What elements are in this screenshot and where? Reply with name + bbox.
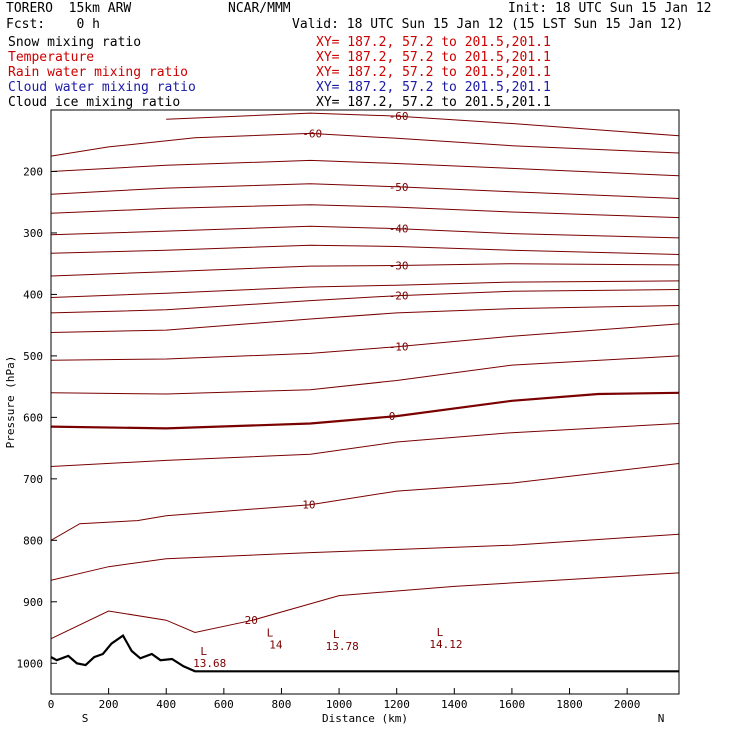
- terrain-line: [50, 634, 679, 673]
- contour-line-14: [51, 423, 679, 467]
- x-tick-label-3: 600: [214, 698, 234, 711]
- contour-line-4: [51, 204, 679, 219]
- contour-label-13: 0: [389, 410, 396, 423]
- field-cloud-water: Cloud water mixing ratio: [8, 80, 196, 95]
- init-time: Init: 18 UTC Sun 15 Jan 12: [508, 1, 712, 16]
- field-snow-xy: XY= 187.2, 57.2 to 201.5,201.1: [316, 35, 551, 50]
- endpoint-north: N: [658, 712, 665, 725]
- contour-label-9: -20: [389, 290, 409, 303]
- y-tick-label-4: 600: [23, 411, 43, 424]
- contour-label-17: 20: [245, 614, 258, 627]
- low-value-2: 13.78: [326, 640, 359, 653]
- low-marker-0: L: [200, 645, 207, 658]
- y-axis-label: Pressure (hPa): [4, 356, 17, 449]
- contour-line-5: [51, 225, 679, 239]
- x-axis-ticks: 0 200 400 600 800 1000 1200 1400 1600 1800 2000: [48, 688, 641, 711]
- contour-line-10: [51, 305, 679, 333]
- x-tick-label-5: 1000: [326, 698, 353, 711]
- low-value-3: 14.12: [429, 638, 462, 651]
- temperature-contours: -60 -60 -50 -40 -30 -20 -10 0 10 20: [51, 110, 679, 640]
- y-tick-label-1: 300: [23, 227, 43, 240]
- center-title: NCAR/MMM: [228, 1, 291, 16]
- contour-line-16: [51, 533, 679, 581]
- contour-line-12: [51, 355, 679, 395]
- low-value-0: 13.68: [193, 657, 226, 670]
- x-tick-label-8: 1600: [499, 698, 526, 711]
- y-tick-label-5: 700: [23, 473, 43, 486]
- contour-line-2: [51, 159, 679, 177]
- contour-line-6: [51, 244, 679, 255]
- field-snow: Snow mixing ratio: [8, 35, 142, 50]
- contour-label-1: -60: [389, 110, 409, 123]
- y-axis-ticks: 200 300 400 500 600 700 800 900 1000: [17, 165, 57, 670]
- contour-label-3: -50: [389, 181, 409, 194]
- contour-line-7: [51, 263, 679, 277]
- x-tick-label-9: 1800: [556, 698, 583, 711]
- low-marker-1: L: [267, 627, 274, 640]
- contour-line-0: [51, 132, 679, 157]
- contour-line-11: [51, 323, 679, 361]
- endpoint-south: S: [82, 712, 89, 725]
- low-value-1: 14: [269, 639, 283, 652]
- y-tick-label-7: 900: [23, 596, 43, 609]
- contour-line-1: [166, 112, 679, 137]
- x-tick-label-7: 1400: [441, 698, 468, 711]
- contour-label-7: -30: [389, 260, 409, 273]
- contour-label-11: -10: [389, 341, 409, 354]
- low-marker-2: L: [333, 628, 340, 641]
- field-rain: Rain water mixing ratio: [8, 65, 189, 80]
- contour-label-0: -60: [302, 127, 322, 140]
- contour-line-17: [51, 572, 679, 640]
- contour-line-8: [51, 280, 679, 298]
- model-title: TORERO 15km ARW: [6, 1, 132, 16]
- x-axis-label: Distance (km): [322, 712, 408, 725]
- field-cloud-ice-xy: XY= 187.2, 57.2 to 201.5,201.1: [316, 95, 551, 110]
- contour-line-9: [51, 289, 679, 314]
- field-temperature-xy: XY= 187.2, 57.2 to 201.5,201.1: [316, 50, 551, 65]
- plot-frame: [50, 109, 680, 695]
- x-tick-label-10: 2000: [614, 698, 641, 711]
- x-tick-label-4: 800: [272, 698, 292, 711]
- contour-label-5: -40: [389, 223, 409, 236]
- y-tick-label-2: 400: [23, 288, 43, 301]
- contour-line-13: [51, 391, 679, 430]
- y-tick-label-8: 1000: [17, 657, 44, 670]
- x-tick-label-2: 400: [156, 698, 176, 711]
- x-tick-label-1: 200: [99, 698, 119, 711]
- y-tick-label-3: 500: [23, 350, 43, 363]
- field-cloud-water-xy: XY= 187.2, 57.2 to 201.5,201.1: [316, 80, 551, 95]
- contour-line-15: [51, 463, 679, 541]
- field-rain-xy: XY= 187.2, 57.2 to 201.5,201.1: [316, 65, 551, 80]
- field-cloud-ice: Cloud ice mixing ratio: [8, 95, 181, 110]
- x-tick-label-0: 0: [48, 698, 55, 711]
- contour-line-3: [51, 183, 679, 199]
- terrain-path: [50, 634, 679, 673]
- valid-time: Valid: 18 UTC Sun 15 Jan 12 (15 LST Sun …: [292, 17, 684, 32]
- x-tick-label-6: 1200: [383, 698, 410, 711]
- y-tick-label-6: 800: [23, 534, 43, 547]
- field-temperature: Temperature: [8, 50, 95, 65]
- contour-label-15: 10: [302, 499, 315, 512]
- y-tick-label-0: 200: [23, 165, 43, 178]
- forecast-hour: Fcst: 0 h: [6, 17, 100, 32]
- low-marker-3: L: [437, 626, 444, 639]
